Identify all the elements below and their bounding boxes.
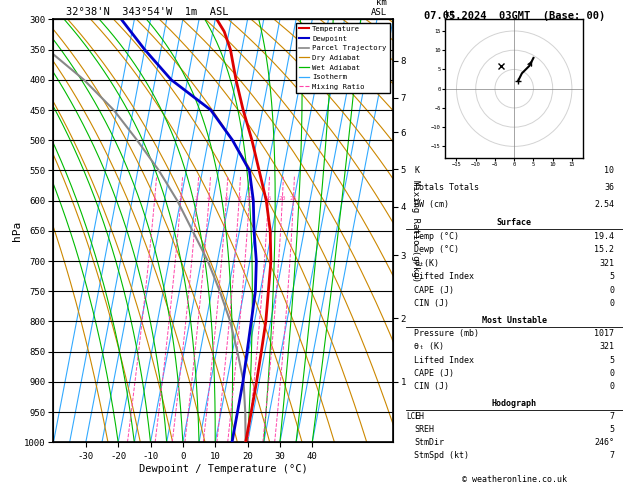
Text: 0: 0 bbox=[609, 286, 614, 295]
Text: 36: 36 bbox=[604, 183, 614, 192]
Text: Dewp (°C): Dewp (°C) bbox=[415, 245, 459, 254]
Text: K: K bbox=[415, 166, 420, 175]
Text: CAPE (J): CAPE (J) bbox=[415, 286, 454, 295]
Text: Temp (°C): Temp (°C) bbox=[415, 232, 459, 241]
Text: Lifted Index: Lifted Index bbox=[415, 272, 474, 281]
Text: SREH: SREH bbox=[415, 425, 435, 434]
Text: 5: 5 bbox=[609, 425, 614, 434]
Text: EH: EH bbox=[415, 412, 425, 421]
Text: 7: 7 bbox=[609, 451, 614, 460]
Text: 25: 25 bbox=[289, 196, 297, 201]
Text: θₜ (K): θₜ (K) bbox=[415, 342, 444, 351]
Text: 4: 4 bbox=[207, 196, 211, 201]
Text: 8: 8 bbox=[237, 196, 241, 201]
Text: 321: 321 bbox=[599, 259, 614, 268]
Text: Totals Totals: Totals Totals bbox=[415, 183, 479, 192]
Text: © weatheronline.co.uk: © weatheronline.co.uk bbox=[462, 474, 567, 484]
Text: 32°38'N  343°54'W  1m  ASL: 32°38'N 343°54'W 1m ASL bbox=[66, 7, 228, 17]
Text: 20: 20 bbox=[279, 196, 286, 201]
Text: θₜ(K): θₜ(K) bbox=[415, 259, 440, 268]
Text: 5: 5 bbox=[609, 356, 614, 365]
Text: kt: kt bbox=[445, 10, 455, 19]
Text: 15.2: 15.2 bbox=[594, 245, 614, 254]
Text: 15: 15 bbox=[265, 196, 272, 201]
Text: 0: 0 bbox=[609, 299, 614, 308]
Text: Hodograph: Hodograph bbox=[492, 399, 537, 408]
Text: km
ASL: km ASL bbox=[370, 0, 387, 17]
Text: CIN (J): CIN (J) bbox=[415, 299, 449, 308]
X-axis label: Dewpoint / Temperature (°C): Dewpoint / Temperature (°C) bbox=[139, 464, 308, 474]
Text: 19.4: 19.4 bbox=[594, 232, 614, 241]
Text: 1: 1 bbox=[153, 196, 157, 201]
Text: 10: 10 bbox=[245, 196, 253, 201]
Text: LCL: LCL bbox=[407, 413, 421, 421]
Text: 2: 2 bbox=[179, 196, 182, 201]
Text: 321: 321 bbox=[599, 342, 614, 351]
Text: 3: 3 bbox=[195, 196, 199, 201]
Legend: Temperature, Dewpoint, Parcel Trajectory, Dry Adiabat, Wet Adiabat, Isotherm, Mi: Temperature, Dewpoint, Parcel Trajectory… bbox=[296, 23, 389, 93]
Text: 1017: 1017 bbox=[594, 329, 614, 338]
Text: StmDir: StmDir bbox=[415, 438, 444, 447]
Text: 7: 7 bbox=[609, 412, 614, 421]
Y-axis label: hPa: hPa bbox=[11, 221, 21, 241]
Text: 2.54: 2.54 bbox=[594, 200, 614, 209]
Text: Pressure (mb): Pressure (mb) bbox=[415, 329, 479, 338]
Text: Lifted Index: Lifted Index bbox=[415, 356, 474, 365]
Text: 0: 0 bbox=[609, 382, 614, 392]
Text: 10: 10 bbox=[604, 166, 614, 175]
Text: 246°: 246° bbox=[594, 438, 614, 447]
Text: 0: 0 bbox=[609, 369, 614, 378]
Text: StmSpd (kt): StmSpd (kt) bbox=[415, 451, 469, 460]
Text: Most Unstable: Most Unstable bbox=[482, 315, 547, 325]
Text: CIN (J): CIN (J) bbox=[415, 382, 449, 392]
Text: 07.05.2024  03GMT  (Base: 00): 07.05.2024 03GMT (Base: 00) bbox=[423, 11, 605, 21]
Text: 5: 5 bbox=[609, 272, 614, 281]
Text: 6: 6 bbox=[225, 196, 228, 201]
Text: PW (cm): PW (cm) bbox=[415, 200, 449, 209]
Text: Surface: Surface bbox=[497, 218, 532, 227]
Text: CAPE (J): CAPE (J) bbox=[415, 369, 454, 378]
Text: Mixing Ratio (g/kg): Mixing Ratio (g/kg) bbox=[411, 180, 420, 282]
